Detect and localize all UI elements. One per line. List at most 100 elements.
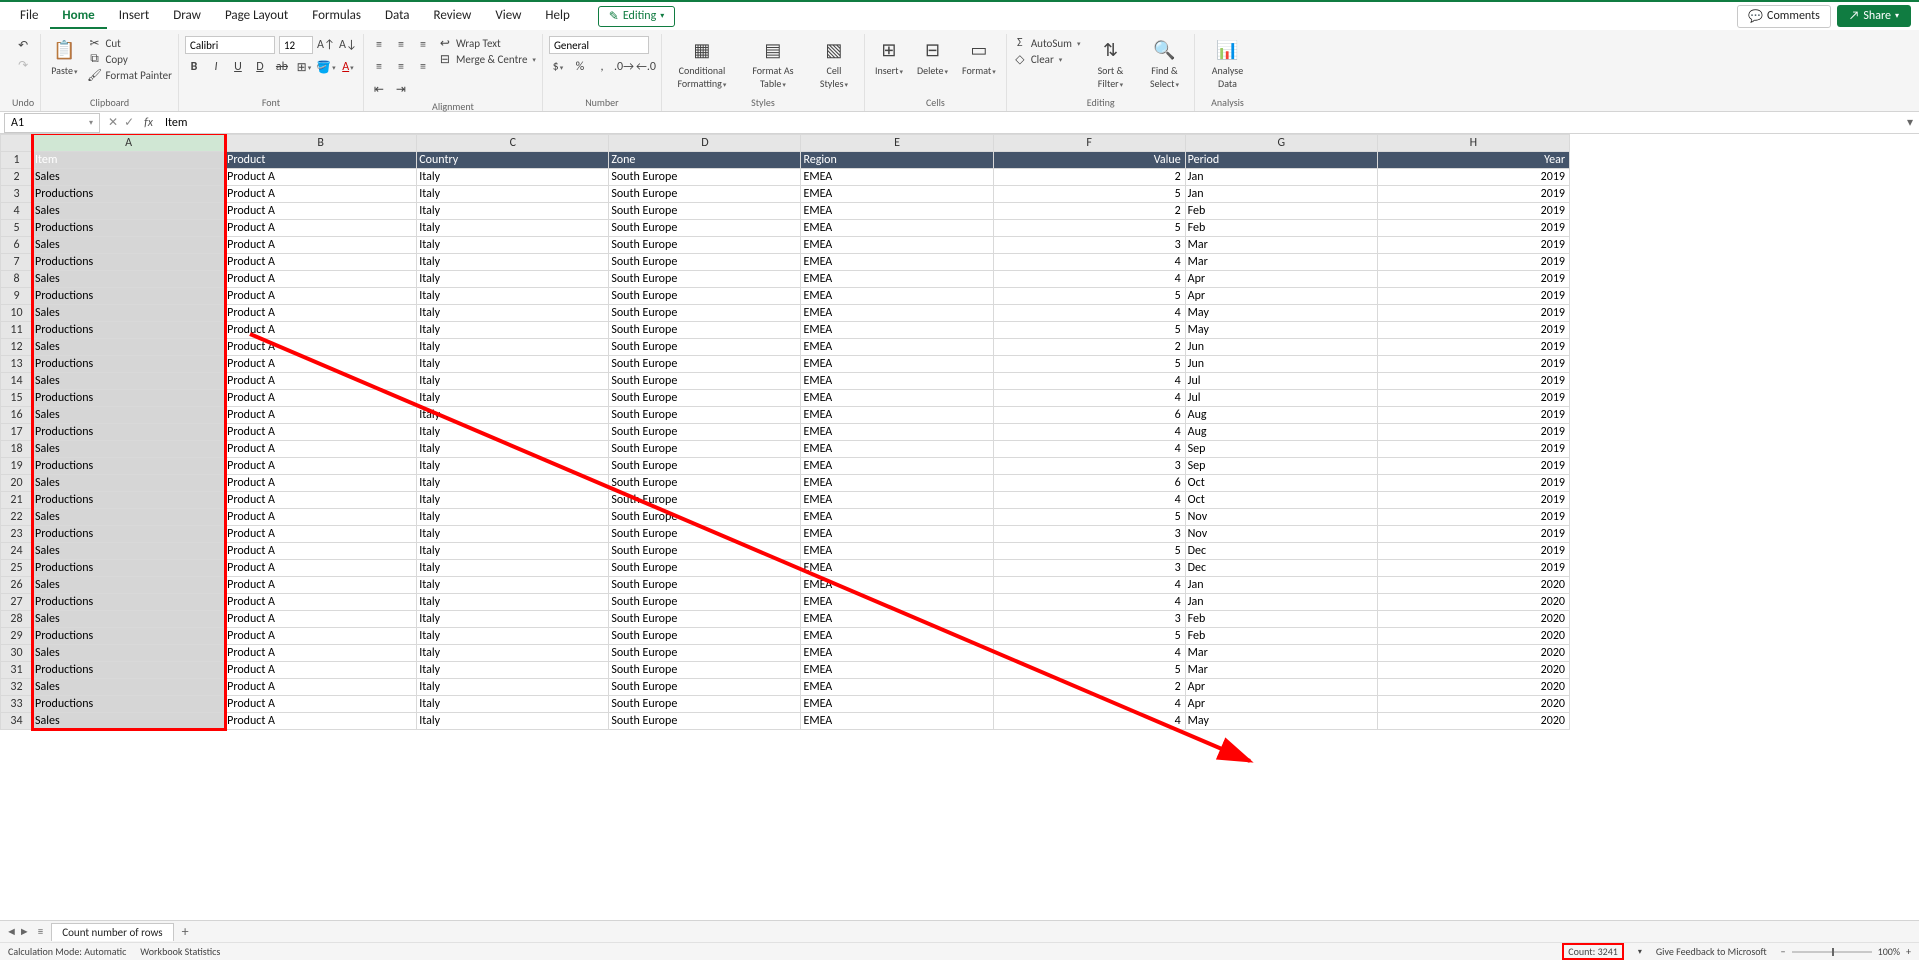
cell[interactable]: South Europe <box>609 662 801 679</box>
cell[interactable]: Sales <box>33 509 225 526</box>
cell[interactable]: 2019 <box>1377 492 1569 509</box>
cell[interactable]: 2019 <box>1377 509 1569 526</box>
cell[interactable]: Italy <box>417 424 609 441</box>
cell[interactable]: Feb <box>1185 220 1377 237</box>
row-header[interactable]: 19 <box>1 458 33 475</box>
indent-increase-icon[interactable]: ⇥ <box>392 80 410 98</box>
undo-icon[interactable]: ↶ <box>14 36 32 54</box>
currency-icon[interactable]: $ <box>549 58 567 76</box>
cell[interactable]: Productions <box>33 186 225 203</box>
fill-color-icon[interactable]: 🪣 <box>317 58 335 76</box>
redo-icon[interactable]: ↷ <box>14 56 32 74</box>
increase-decimal-icon[interactable]: .0→ <box>615 58 633 76</box>
cell[interactable]: 2019 <box>1377 441 1569 458</box>
row-header[interactable]: 6 <box>1 237 33 254</box>
cell[interactable]: Italy <box>417 237 609 254</box>
cell[interactable]: Sales <box>33 713 225 730</box>
cell[interactable]: South Europe <box>609 526 801 543</box>
cell[interactable]: Italy <box>417 271 609 288</box>
comments-button[interactable]: 💬 Comments <box>1737 5 1831 28</box>
cell[interactable]: Italy <box>417 713 609 730</box>
cell[interactable]: Italy <box>417 203 609 220</box>
cell[interactable]: 4 <box>993 713 1185 730</box>
cell[interactable]: EMEA <box>801 611 993 628</box>
cell[interactable]: South Europe <box>609 237 801 254</box>
cell[interactable]: EMEA <box>801 390 993 407</box>
cell[interactable]: 5 <box>993 662 1185 679</box>
cell[interactable]: Product A <box>225 645 417 662</box>
cell[interactable]: Sep <box>1185 458 1377 475</box>
cell[interactable]: Product A <box>225 662 417 679</box>
select-all-corner[interactable] <box>1 135 33 152</box>
tab-review[interactable]: Review <box>422 4 484 29</box>
format-as-table-button[interactable]: ▤Format As Table <box>742 36 804 92</box>
cell[interactable]: South Europe <box>609 356 801 373</box>
cell[interactable]: EMEA <box>801 713 993 730</box>
cell[interactable]: Italy <box>417 475 609 492</box>
cell[interactable]: Productions <box>33 560 225 577</box>
cell[interactable]: Feb <box>1185 628 1377 645</box>
zoom-slider[interactable] <box>1792 951 1872 953</box>
tab-home[interactable]: Home <box>50 4 106 29</box>
row-header[interactable]: 21 <box>1 492 33 509</box>
cell[interactable]: Product A <box>225 560 417 577</box>
zoom-control[interactable]: − 100% + <box>1781 945 1911 958</box>
cell[interactable]: 2019 <box>1377 203 1569 220</box>
cell[interactable]: EMEA <box>801 288 993 305</box>
cell[interactable]: 2019 <box>1377 560 1569 577</box>
cell[interactable]: Product A <box>225 339 417 356</box>
cell[interactable]: 2020 <box>1377 611 1569 628</box>
cell[interactable]: 2019 <box>1377 543 1569 560</box>
cell[interactable]: Italy <box>417 186 609 203</box>
cell[interactable]: 2019 <box>1377 271 1569 288</box>
row-header[interactable]: 13 <box>1 356 33 373</box>
cell[interactable]: South Europe <box>609 543 801 560</box>
cell[interactable]: 2019 <box>1377 458 1569 475</box>
cell[interactable]: Productions <box>33 424 225 441</box>
cell[interactable]: Product A <box>225 679 417 696</box>
cell[interactable]: South Europe <box>609 645 801 662</box>
cell[interactable]: EMEA <box>801 322 993 339</box>
increase-font-icon[interactable]: A↑ <box>317 36 335 54</box>
cell[interactable]: 2 <box>993 203 1185 220</box>
row-header[interactable]: 20 <box>1 475 33 492</box>
tab-formulas[interactable]: Formulas <box>300 4 373 29</box>
cell[interactable]: Productions <box>33 288 225 305</box>
cell[interactable]: Italy <box>417 594 609 611</box>
cell[interactable]: 2020 <box>1377 696 1569 713</box>
cell[interactable]: Product A <box>225 322 417 339</box>
cell[interactable]: Italy <box>417 611 609 628</box>
cell[interactable]: Product A <box>225 254 417 271</box>
cell[interactable]: Apr <box>1185 271 1377 288</box>
cell[interactable]: Oct <box>1185 492 1377 509</box>
cell[interactable]: Apr <box>1185 288 1377 305</box>
cell[interactable]: EMEA <box>801 526 993 543</box>
cell[interactable]: EMEA <box>801 220 993 237</box>
row-header[interactable]: 15 <box>1 390 33 407</box>
column-header-E[interactable]: E <box>801 135 993 152</box>
cell[interactable]: Product A <box>225 543 417 560</box>
cell[interactable]: 4 <box>993 577 1185 594</box>
cell[interactable]: EMEA <box>801 492 993 509</box>
cell[interactable]: 5 <box>993 220 1185 237</box>
conditional-formatting-button[interactable]: ▦Conditional Formatting <box>668 36 736 92</box>
row-header[interactable]: 14 <box>1 373 33 390</box>
cell[interactable]: Product A <box>225 305 417 322</box>
row-header[interactable]: 12 <box>1 339 33 356</box>
cell[interactable]: South Europe <box>609 458 801 475</box>
autosum-button[interactable]: ΣAutoSum <box>1013 36 1081 50</box>
cell[interactable]: 3 <box>993 237 1185 254</box>
cell[interactable]: EMEA <box>801 186 993 203</box>
cell[interactable]: EMEA <box>801 424 993 441</box>
cell[interactable]: EMEA <box>801 305 993 322</box>
row-header[interactable]: 11 <box>1 322 33 339</box>
expand-formula-icon[interactable]: ▾ <box>1901 115 1919 130</box>
cell[interactable]: 3 <box>993 560 1185 577</box>
row-header[interactable]: 23 <box>1 526 33 543</box>
cell[interactable]: Jan <box>1185 169 1377 186</box>
cell[interactable]: EMEA <box>801 339 993 356</box>
cell[interactable]: Oct <box>1185 475 1377 492</box>
decrease-decimal-icon[interactable]: ←.0 <box>637 58 655 76</box>
decrease-font-icon[interactable]: A↓ <box>339 36 357 54</box>
chevron-down-icon[interactable]: ▾ <box>1638 947 1642 957</box>
